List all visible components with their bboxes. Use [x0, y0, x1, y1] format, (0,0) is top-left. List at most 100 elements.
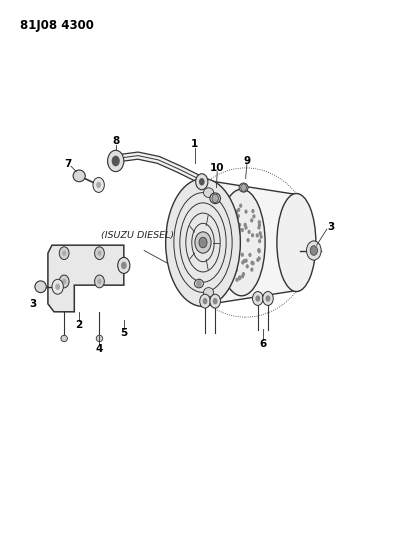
Circle shape	[93, 177, 104, 192]
Circle shape	[225, 220, 228, 224]
Circle shape	[111, 156, 119, 166]
Circle shape	[262, 292, 273, 305]
Circle shape	[196, 280, 201, 287]
Circle shape	[194, 232, 211, 253]
Circle shape	[226, 209, 229, 213]
Circle shape	[231, 246, 234, 251]
Text: 10: 10	[209, 163, 224, 173]
Ellipse shape	[276, 193, 315, 292]
Circle shape	[198, 237, 207, 248]
Circle shape	[250, 261, 253, 265]
Ellipse shape	[194, 279, 203, 288]
Circle shape	[234, 252, 237, 256]
Circle shape	[249, 218, 253, 222]
Circle shape	[244, 225, 247, 230]
Circle shape	[94, 275, 104, 288]
Circle shape	[242, 259, 245, 263]
Text: 9: 9	[243, 156, 250, 166]
Circle shape	[248, 253, 251, 257]
Circle shape	[55, 284, 60, 290]
Circle shape	[237, 230, 240, 235]
Circle shape	[309, 246, 317, 255]
Circle shape	[96, 182, 101, 188]
Circle shape	[257, 220, 260, 224]
Circle shape	[97, 279, 101, 284]
Circle shape	[258, 231, 261, 236]
Circle shape	[252, 214, 255, 219]
Circle shape	[243, 223, 246, 227]
Text: 7: 7	[64, 159, 72, 169]
Circle shape	[94, 247, 104, 260]
Circle shape	[241, 272, 245, 276]
Circle shape	[306, 241, 320, 260]
Circle shape	[234, 209, 238, 214]
Circle shape	[222, 229, 226, 233]
Text: 2: 2	[75, 320, 83, 330]
Circle shape	[257, 248, 260, 252]
Circle shape	[227, 272, 230, 276]
Text: 1: 1	[191, 139, 198, 149]
Circle shape	[230, 230, 233, 235]
Circle shape	[235, 278, 238, 282]
Text: 4: 4	[96, 344, 103, 354]
Circle shape	[257, 239, 260, 243]
Circle shape	[52, 279, 63, 294]
Circle shape	[265, 295, 270, 302]
Circle shape	[234, 268, 237, 272]
Circle shape	[256, 258, 259, 262]
Circle shape	[237, 276, 241, 280]
Ellipse shape	[165, 179, 240, 306]
Circle shape	[226, 245, 230, 249]
Circle shape	[235, 216, 238, 221]
Circle shape	[199, 294, 210, 308]
Circle shape	[237, 208, 240, 212]
Circle shape	[241, 261, 244, 265]
Text: 81J08 4300: 81J08 4300	[20, 19, 94, 31]
Circle shape	[249, 268, 253, 272]
Circle shape	[259, 235, 262, 239]
Circle shape	[237, 223, 241, 227]
Circle shape	[241, 274, 244, 279]
Circle shape	[257, 256, 260, 261]
Circle shape	[234, 210, 237, 214]
Polygon shape	[202, 180, 296, 305]
Ellipse shape	[35, 281, 46, 293]
Circle shape	[59, 247, 69, 260]
Ellipse shape	[209, 193, 220, 204]
Text: 8: 8	[112, 136, 119, 146]
Circle shape	[117, 257, 130, 273]
Circle shape	[233, 252, 236, 256]
Circle shape	[255, 233, 258, 238]
Circle shape	[237, 227, 241, 231]
Circle shape	[238, 275, 241, 279]
Ellipse shape	[217, 189, 264, 296]
Ellipse shape	[73, 170, 85, 182]
Circle shape	[257, 225, 260, 230]
Text: 3: 3	[29, 299, 36, 309]
Ellipse shape	[203, 288, 213, 297]
Circle shape	[251, 209, 254, 213]
Circle shape	[255, 295, 260, 302]
Text: 5: 5	[120, 328, 127, 338]
Text: (ISUZU DIESEL): (ISUZU DIESEL)	[101, 231, 174, 240]
Circle shape	[257, 223, 260, 227]
Circle shape	[240, 253, 243, 257]
Circle shape	[209, 294, 220, 308]
Circle shape	[195, 174, 207, 190]
Circle shape	[257, 249, 260, 253]
Circle shape	[251, 261, 254, 265]
Circle shape	[202, 298, 207, 304]
Circle shape	[245, 264, 248, 269]
Ellipse shape	[96, 335, 102, 342]
Circle shape	[236, 214, 239, 218]
Circle shape	[198, 178, 204, 185]
Text: 3: 3	[326, 222, 334, 231]
Circle shape	[240, 228, 243, 232]
Circle shape	[226, 263, 229, 267]
Circle shape	[252, 292, 262, 305]
Circle shape	[240, 184, 246, 191]
Polygon shape	[48, 245, 124, 312]
Circle shape	[234, 211, 237, 215]
Circle shape	[239, 204, 242, 208]
Circle shape	[224, 265, 227, 270]
